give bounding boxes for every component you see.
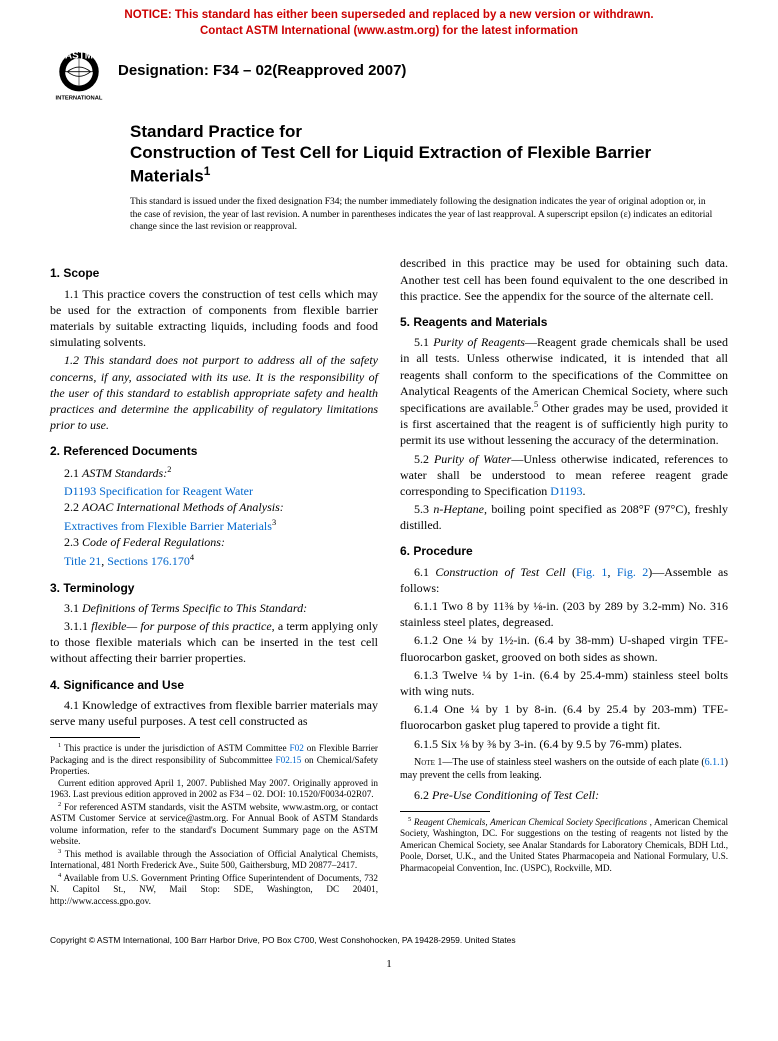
sec2-head: 2. Referenced Documents <box>50 443 378 459</box>
sec4-head: 4. Significance and Use <box>50 677 378 693</box>
sec5-p2: 5.2 Purity of Water—Unless otherwise ind… <box>400 451 728 500</box>
body-columns: 1. Scope 1.1 This practice covers the co… <box>0 241 778 907</box>
sec5-p1: 5.1 Purity of Reagents—Reagent grade che… <box>400 334 728 448</box>
sec1-p1: 1.1 This practice covers the constructio… <box>50 286 378 351</box>
footnotes-right: 5 Reagent Chemicals, American Chemical S… <box>400 811 728 875</box>
sec2-l3: Title 21, Sections 176.1704 <box>50 552 378 569</box>
fn5: 5 Reagent Chemicals, American Chemical S… <box>400 816 728 875</box>
sec3-p2: 3.1.1 flexible— for purpose of this prac… <box>50 618 378 667</box>
sec6-613: 6.1.3 Twelve ¼ by 1-in. (6.4 by 25.4-mm)… <box>400 667 728 699</box>
designation: Designation: F34 – 02(Reapproved 2007) <box>118 61 406 81</box>
issuance-note: This standard is issued under the fixed … <box>0 186 778 241</box>
sec5-head: 5. Reagents and Materials <box>400 314 728 330</box>
sec6-note1: Note 1—The use of stainless steel washer… <box>400 756 728 783</box>
sec2-p3: 2.3 Code of Federal Regulations: <box>50 534 378 550</box>
svg-text:ASTM: ASTM <box>65 50 93 61</box>
sec2-p2: 2.2 AOAC International Methods of Analys… <box>50 499 378 515</box>
astm-logo: ASTM INTERNATIONAL <box>50 45 108 103</box>
sec4-p1-cont: described in this practice may be used f… <box>400 255 728 304</box>
sec6-p62: 6.2 Pre-Use Conditioning of Test Cell: <box>400 787 728 803</box>
sec1-p2: 1.2 This standard does not purport to ad… <box>50 352 378 433</box>
sec4-p1: 4.1 Knowledge of extractives from flexib… <box>50 697 378 729</box>
sec1-head: 1. Scope <box>50 265 378 281</box>
sec5-p3: 5.3 n-Heptane, boiling point specified a… <box>400 501 728 533</box>
fn2: 2 For referenced ASTM standards, visit t… <box>50 801 378 848</box>
sec6-head: 6. Procedure <box>400 543 728 559</box>
title-block: Standard Practice for Construction of Te… <box>0 103 778 186</box>
fn1: 1 This practice is under the jurisdictio… <box>50 742 378 778</box>
sec6-614: 6.1.4 One ¼ by 1 by 8-in. (6.4 by 25.4 b… <box>400 701 728 733</box>
sec2-l1: D1193 Specification for Reagent Water <box>50 483 378 499</box>
sec6-p1: 6.1 Construction of Test Cell (Fig. 1, F… <box>400 564 728 596</box>
sec2-p1: 2.1 ASTM Standards:2 <box>50 464 378 481</box>
page-number: 1 <box>0 951 778 986</box>
sec3-p1: 3.1 Definitions of Terms Specific to Thi… <box>50 600 378 616</box>
sec6-611: 6.1.1 Two 8 by 11⅜ by ⅛-in. (203 by 289 … <box>400 598 728 630</box>
supersede-notice: NOTICE: This standard has either been su… <box>0 0 778 43</box>
sec3-head: 3. Terminology <box>50 580 378 596</box>
standard-title: Standard Practice for Construction of Te… <box>130 121 728 186</box>
sec6-612: 6.1.2 One ¼ by 1½-in. (6.4 by 38-mm) U-s… <box>400 632 728 664</box>
sec2-l2: Extractives from Flexible Barrier Materi… <box>50 517 378 534</box>
fn3: 3 This method is available through the A… <box>50 848 378 872</box>
fn1b: Current edition approved April 1, 2007. … <box>50 778 378 801</box>
svg-text:INTERNATIONAL: INTERNATIONAL <box>56 96 103 102</box>
copyright: Copyright © ASTM International, 100 Barr… <box>0 907 778 950</box>
header: ASTM INTERNATIONAL Designation: F34 – 02… <box>0 43 778 103</box>
sec6-615: 6.1.5 Six ⅛ by ⅜ by 3-in. (6.4 by 9.5 by… <box>400 736 728 752</box>
footnotes-left: 1 This practice is under the jurisdictio… <box>50 737 378 907</box>
fn4: 4 Available from U.S. Government Printin… <box>50 872 378 908</box>
